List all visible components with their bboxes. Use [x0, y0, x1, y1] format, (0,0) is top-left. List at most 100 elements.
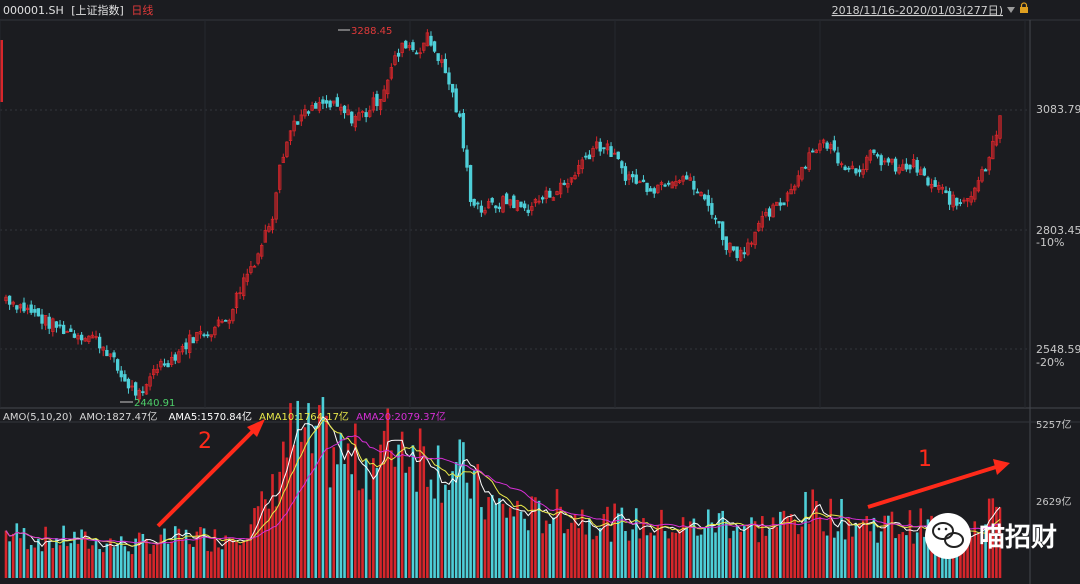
candle-body	[674, 181, 678, 187]
candle-body	[137, 389, 141, 400]
candle-body	[306, 111, 311, 114]
volume-bar	[584, 534, 588, 578]
candle-body	[58, 324, 62, 327]
volume-bar	[480, 507, 483, 578]
candle-body	[184, 342, 188, 350]
candle-body	[688, 177, 692, 181]
candle-body	[11, 301, 15, 305]
candle-body	[432, 41, 437, 52]
candle-body	[987, 157, 991, 171]
volume-bar	[696, 535, 699, 578]
volume-bar	[789, 514, 793, 578]
volume-bar	[105, 543, 109, 578]
candle-body	[378, 98, 383, 110]
period-label[interactable]: 日线	[131, 3, 153, 17]
candle-body	[580, 159, 584, 170]
candle-body	[800, 166, 804, 180]
volume-bar	[595, 535, 598, 578]
candle-body	[551, 197, 556, 201]
candle-body	[425, 32, 430, 47]
candle-body	[54, 321, 59, 328]
candle-body	[857, 169, 862, 173]
candle-body	[360, 111, 365, 113]
candle-body	[252, 265, 257, 268]
candle-body	[850, 165, 855, 169]
volume-bar	[390, 450, 393, 578]
volume-bar	[123, 546, 127, 578]
candle-body	[278, 164, 282, 190]
volume-bar	[386, 408, 390, 578]
volume-bar	[220, 549, 224, 578]
volume-bar	[588, 518, 591, 578]
volume-bar	[494, 503, 498, 578]
volume-bar	[202, 528, 206, 578]
candle-body	[115, 359, 120, 371]
volume-bar	[905, 535, 908, 578]
candle-body	[332, 100, 336, 104]
volume-bar	[811, 489, 815, 578]
candle-body	[270, 218, 275, 230]
volume-bar	[912, 543, 915, 578]
volume-bar	[822, 531, 825, 578]
lock-icon[interactable]	[1020, 2, 1028, 13]
candle-body	[36, 308, 41, 317]
volume-bar	[933, 534, 937, 578]
candle-body	[641, 179, 646, 183]
volume-bar	[544, 520, 548, 578]
volume-bar	[681, 517, 685, 578]
candle-body	[407, 45, 412, 48]
candle-body	[667, 182, 671, 185]
volume-bar	[753, 521, 757, 578]
volume-bar	[101, 552, 105, 578]
candle-body	[699, 192, 703, 197]
candle-body	[620, 161, 624, 169]
volume-bar	[869, 531, 872, 578]
candle-body	[159, 360, 163, 368]
volume-bar	[285, 457, 289, 578]
volume-bar	[98, 549, 101, 578]
candle-body	[807, 152, 811, 170]
volume-bar	[303, 427, 307, 578]
date-range-label[interactable]: 2018/11/16-2020/01/03(277日)	[832, 4, 1003, 17]
price-tick-pct: -10%	[1036, 236, 1064, 249]
candle-body	[191, 337, 195, 344]
volume-bar	[552, 517, 555, 578]
candle-body	[937, 185, 941, 190]
volume-bar	[246, 538, 249, 578]
volume-bar	[501, 503, 505, 578]
volume-bar	[300, 441, 303, 578]
volume-bar	[703, 527, 706, 578]
candle-body	[555, 191, 559, 196]
candle-body	[645, 182, 649, 192]
candle-body	[573, 174, 577, 180]
candle-body	[346, 109, 350, 116]
candle-body	[166, 363, 170, 368]
volume-bar	[47, 541, 51, 578]
candle-body	[847, 167, 851, 170]
candle-body	[721, 221, 725, 240]
candle-body	[764, 211, 768, 216]
volume-average-lines	[5, 416, 1001, 548]
candle-body	[825, 142, 829, 149]
chevron-down-icon[interactable]	[1007, 7, 1015, 13]
volume-bar	[620, 507, 624, 578]
ama10-line	[5, 419, 1001, 547]
candle-body	[371, 97, 376, 111]
volume-bar	[127, 551, 130, 578]
svg-text:000001.SH [上证指数] 日: 000001.SH [上证指数] 日线	[3, 3, 153, 17]
volume-bar	[642, 518, 645, 578]
price-tick-label: 3083.79	[1036, 103, 1080, 116]
volume-bar	[663, 531, 667, 578]
volume-bar	[260, 491, 263, 578]
candle-body	[983, 169, 988, 172]
candle-body	[209, 334, 213, 338]
candle-body	[890, 158, 894, 163]
price-tick-label: 2548.59	[1036, 343, 1080, 356]
candle-body	[285, 141, 289, 157]
candle-body	[569, 177, 574, 183]
volume-bar	[361, 488, 364, 578]
volume-bar	[217, 547, 220, 578]
volume-bar	[224, 535, 227, 578]
volume-bar	[73, 531, 76, 578]
